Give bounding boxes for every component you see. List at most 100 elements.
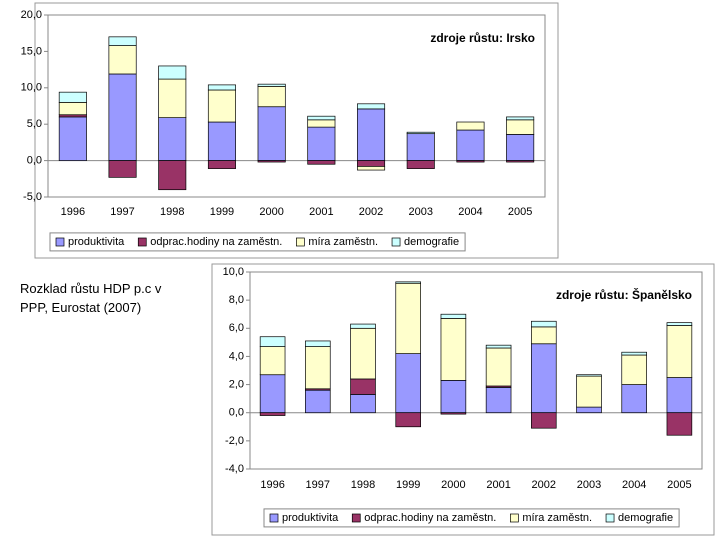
bar-segment (307, 115, 336, 121)
y-tick-label: 8,0 (229, 294, 244, 306)
x-tick-label: 2002 (359, 206, 383, 218)
legend-swatch (510, 513, 519, 523)
bar-segment (158, 78, 187, 118)
bar-segment (357, 160, 386, 167)
y-tick-label: 10,0 (21, 82, 42, 94)
bar-segment (259, 374, 286, 414)
y-tick-label: 10,0 (223, 266, 244, 278)
bar-segment (108, 36, 137, 46)
bar-segment (406, 131, 435, 135)
x-tick-label: 2001 (309, 206, 333, 218)
x-tick-label: 2005 (508, 206, 532, 218)
legend-swatch (296, 237, 305, 247)
legend-label: demografie (404, 236, 459, 248)
bar-segment (350, 378, 376, 395)
bar-segment (440, 380, 467, 414)
legend-frame (49, 232, 466, 252)
legend-label: odprac.hodiny na zaměstn. (150, 236, 282, 248)
y-tick-label: 0,0 (27, 155, 42, 167)
bar-segment (440, 318, 467, 381)
bar-segment (621, 384, 647, 414)
legend-swatch (55, 237, 65, 247)
bar-segment (108, 73, 137, 161)
bar-segment (406, 133, 435, 161)
legend-label: odprac.hodiny na zaměstn. (364, 512, 496, 524)
caption: Rozklad růstu HDP p.c v PPP, Eurostat (2… (20, 281, 162, 315)
bar-segment (257, 106, 286, 161)
bar-segment (257, 85, 286, 108)
x-tick-label: 1996 (61, 206, 85, 218)
bar-segment (666, 325, 693, 378)
legend-swatch (391, 237, 401, 247)
bar-segment (350, 323, 376, 329)
y-tick-label: 5,0 (27, 118, 42, 130)
legend-label: míra zaměstn. (522, 512, 592, 524)
bar-segment (531, 320, 557, 328)
bar-segment (259, 336, 286, 347)
y-tick-label: 6,0 (229, 322, 244, 334)
bar-segment (395, 412, 421, 428)
bar-segment (307, 119, 336, 128)
bar-segment (621, 354, 647, 385)
x-tick-label: 2003 (409, 206, 433, 218)
bar-segment (531, 326, 557, 345)
y-tick-label: 15,0 (21, 45, 42, 57)
bar-segment (207, 121, 236, 161)
x-tick-label: 1999 (396, 479, 420, 491)
x-tick-label: 2004 (458, 206, 482, 218)
bar-segment (576, 406, 602, 414)
legend-label: demografie (618, 512, 673, 524)
legend-label: produktivita (68, 236, 125, 248)
bar-segment (257, 160, 286, 163)
bar-segment (440, 313, 467, 319)
legend: produktivita odprac.hodiny na zaměstn. mír… (269, 512, 673, 524)
bar-segment (58, 116, 87, 161)
bar-segment (485, 344, 512, 349)
legend-frame (263, 508, 680, 528)
bar-segment (440, 412, 467, 415)
bar-segment (307, 160, 336, 165)
bar-segment (207, 160, 236, 169)
legend-swatch (269, 513, 279, 523)
legend-swatch (605, 513, 615, 523)
bar-segment (357, 108, 386, 161)
bar-segment (357, 166, 386, 171)
bar-segment (108, 160, 137, 178)
bar-segment (506, 119, 535, 135)
bar-segment (158, 65, 187, 80)
x-tick-label: 1998 (351, 479, 375, 491)
y-tick-label: 20,0 (21, 9, 42, 21)
x-tick-label: 1997 (110, 206, 134, 218)
bar-segment (456, 121, 485, 131)
y-tick-label: -2,0 (225, 435, 244, 447)
bar-segment (305, 346, 331, 390)
bar-segment (207, 89, 236, 123)
bar-segment (506, 116, 535, 121)
bar-segment (666, 377, 693, 414)
bar-segment (485, 347, 512, 387)
bar-segment (58, 102, 87, 116)
bar-segment (207, 84, 236, 91)
x-tick-label: 2005 (667, 479, 691, 491)
bar-segment (456, 129, 485, 161)
x-tick-label: 1998 (160, 206, 184, 218)
x-tick-label: 2003 (577, 479, 601, 491)
y-tick-label: 4,0 (229, 350, 244, 362)
x-tick-label: 1999 (210, 206, 234, 218)
y-tick-label: -5,0 (23, 191, 42, 203)
bar-segment (257, 83, 286, 87)
bar-segment (456, 160, 485, 163)
x-tick-label: 2004 (622, 479, 646, 491)
legend-swatch (351, 513, 361, 523)
bar-segment (406, 160, 435, 169)
x-tick-label: 1997 (306, 479, 330, 491)
bar-segment (357, 103, 386, 110)
bar-segment (485, 387, 512, 414)
bar-segment (259, 412, 286, 416)
bar-segment (666, 322, 693, 326)
bar-segment (395, 282, 421, 354)
bar-segment (576, 374, 602, 377)
bar-segment (350, 327, 376, 380)
